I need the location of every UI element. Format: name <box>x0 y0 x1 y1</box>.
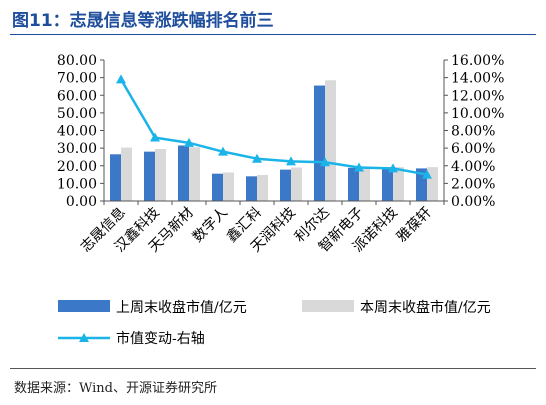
left-tick-label-5: 50.00 <box>57 106 97 122</box>
source-divider <box>10 368 536 369</box>
legend-label-0: 上周末收盘市值/亿元 <box>116 299 247 316</box>
bar-series-1-8 <box>393 167 404 201</box>
legend-label-1: 本周末收盘市值/亿元 <box>360 299 491 316</box>
legend-label-2: 市值变动-右轴 <box>116 330 205 347</box>
line-point-2-3 <box>218 146 228 156</box>
line-point-2-5 <box>286 156 296 166</box>
bar-series-0-6 <box>314 85 325 201</box>
x-tick-label-9: 雅葆轩 <box>394 205 435 246</box>
bar-series-1-4 <box>257 174 268 201</box>
bar-series-0-7 <box>348 167 359 201</box>
bar-series-0-5 <box>280 169 291 201</box>
plot-line <box>116 74 432 179</box>
line-point-2-9 <box>422 169 432 179</box>
line-series-2 <box>119 78 428 176</box>
legend-swatch-1 <box>302 300 354 312</box>
bar-series-1-2 <box>189 147 200 201</box>
right-tick-label-6: 12.00% <box>451 88 504 104</box>
bar-series-0-9 <box>416 168 427 201</box>
left-tick-label-3: 30.00 <box>57 141 97 157</box>
title-divider <box>10 34 536 35</box>
left-tick-label-8: 80.00 <box>57 53 97 69</box>
bar-series-0-8 <box>382 168 393 201</box>
legend-marker-2 <box>79 333 89 342</box>
bar-series-1-6 <box>325 80 336 201</box>
right-tick-label-7: 14.00% <box>451 71 504 87</box>
right-tick-label-0: 0.00% <box>451 194 495 210</box>
line-point-2-1 <box>150 132 160 142</box>
right-tick-label-5: 10.00% <box>451 106 504 122</box>
bar-series-1-9 <box>427 167 438 201</box>
right-tick-label-1: 2.00% <box>451 176 495 192</box>
bar-series-1-7 <box>359 166 370 201</box>
plot-bars <box>110 80 438 201</box>
bar-series-1-5 <box>291 167 302 201</box>
figure-title: 图11：志晟信息等涨跌幅排名前三 <box>12 11 274 31</box>
right-tick-label-3: 6.00% <box>451 141 495 157</box>
bar-series-1-0 <box>121 147 132 201</box>
left-tick-label-0: 0.00 <box>66 194 97 210</box>
line-point-2-6 <box>320 157 330 167</box>
bar-series-0-2 <box>178 145 189 201</box>
line-point-2-8 <box>388 163 398 173</box>
line-point-2-7 <box>354 162 364 172</box>
bar-series-0-3 <box>212 173 223 201</box>
bar-series-0-1 <box>144 151 155 201</box>
line-point-2-2 <box>184 137 194 147</box>
line-point-2-0 <box>116 74 126 84</box>
left-tick-label-1: 10.00 <box>57 176 97 192</box>
source-note: 数据来源：Wind、开源证券研究所 <box>14 381 217 396</box>
bar-series-0-4 <box>246 176 257 201</box>
left-tick-label-7: 70.00 <box>57 71 97 87</box>
bar-series-1-1 <box>155 149 166 201</box>
right-tick-label-8: 16.00% <box>451 53 504 69</box>
legend-swatch-0 <box>58 300 110 312</box>
left-tick-label-4: 40.00 <box>57 124 97 140</box>
left-tick-label-6: 60.00 <box>57 88 97 104</box>
right-tick-label-4: 8.00% <box>451 124 495 140</box>
left-tick-label-2: 20.00 <box>57 159 97 175</box>
x-tick-label-3: 数字人 <box>190 205 231 246</box>
bar-series-0-0 <box>110 154 121 201</box>
bar-series-1-3 <box>223 172 234 201</box>
right-tick-label-2: 4.00% <box>451 159 495 175</box>
line-point-2-4 <box>252 153 262 163</box>
